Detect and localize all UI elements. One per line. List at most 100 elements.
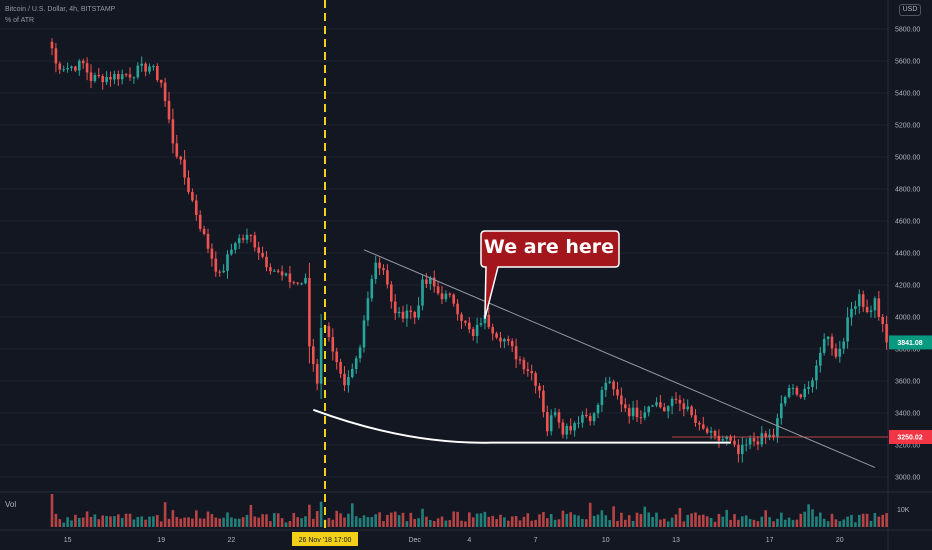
volume-bar xyxy=(210,514,214,527)
candle-body xyxy=(179,156,182,160)
candle-body xyxy=(452,294,455,304)
y-tick-label: 3000.00 xyxy=(895,475,920,482)
candle-body xyxy=(257,247,260,253)
volume-bar xyxy=(581,519,584,527)
volume-bar xyxy=(405,521,409,527)
candle-body xyxy=(226,254,229,271)
currency-button[interactable]: USD xyxy=(899,4,921,16)
volume-bar xyxy=(429,520,432,527)
axis-badges: 26 Nov '18 17:00 3841.08 3250.02 xyxy=(292,335,932,546)
cursor-date-label: 26 Nov '18 17:00 xyxy=(299,537,352,544)
candle-body xyxy=(725,436,728,440)
indicator-label[interactable]: % of ATR xyxy=(5,17,35,24)
candle-body xyxy=(741,444,744,455)
candle-body xyxy=(300,283,303,285)
candle-body xyxy=(780,403,783,419)
candle-body xyxy=(534,373,537,386)
candle-body xyxy=(58,63,62,70)
volume-bar xyxy=(187,517,190,527)
candle-body xyxy=(865,306,869,313)
candle-body xyxy=(799,394,803,398)
candle-body xyxy=(421,279,424,306)
volume-bar xyxy=(261,514,264,527)
candle-body xyxy=(604,382,608,391)
volume-bar xyxy=(202,518,206,527)
candle-body xyxy=(358,347,362,359)
volume-bar xyxy=(245,514,249,527)
volume-bar xyxy=(737,519,740,527)
candle-body xyxy=(417,305,420,318)
volume-bar xyxy=(783,519,787,527)
volume-bar xyxy=(401,512,405,527)
candle-body xyxy=(187,177,190,192)
candle-body xyxy=(128,74,132,78)
candle-body xyxy=(362,320,366,348)
volume-bar xyxy=(347,513,350,527)
candle-body xyxy=(803,388,806,398)
candle-body xyxy=(682,403,686,410)
candle-body xyxy=(214,258,218,272)
volume-bar xyxy=(600,510,604,527)
candle-body xyxy=(717,435,721,441)
candle-body xyxy=(756,441,760,445)
candle-body xyxy=(241,238,245,240)
y-tick-label: 5600.00 xyxy=(895,59,920,66)
volume-bar xyxy=(815,516,818,527)
volume-bar xyxy=(54,513,58,527)
volume-bar xyxy=(374,514,377,527)
volume-bar xyxy=(234,518,237,527)
volume-bar xyxy=(312,518,315,527)
volume-bar xyxy=(546,518,549,527)
candle-body xyxy=(768,434,771,437)
drawings xyxy=(312,0,888,530)
candle-body xyxy=(663,407,666,412)
volume-bar xyxy=(518,520,522,527)
volume-bar xyxy=(682,521,686,527)
volume-bar xyxy=(514,516,518,527)
symbol-title[interactable]: Bitcoin / U.S. Dollar, 4h, BITSTAMP xyxy=(5,6,116,13)
candle-body xyxy=(507,338,510,342)
volume-bar xyxy=(464,521,467,527)
volume-bar xyxy=(253,516,257,527)
volume-bar xyxy=(386,514,389,527)
x-tick-label: 19 xyxy=(157,537,165,544)
volume-bar xyxy=(183,517,186,527)
volume-bar xyxy=(881,514,884,527)
volume-bar xyxy=(456,511,459,527)
x-tick-label: 7 xyxy=(534,537,538,544)
candle-body xyxy=(159,79,163,83)
volume-bar xyxy=(140,516,143,527)
candle-body xyxy=(456,303,459,315)
volume-bar xyxy=(393,511,397,527)
y-tick-label: 4600.00 xyxy=(895,219,920,226)
volume-bar xyxy=(717,513,721,527)
volume-bar xyxy=(604,515,608,527)
candle-body xyxy=(156,66,159,80)
callout-bubble xyxy=(480,230,620,319)
volume-bar xyxy=(772,521,775,527)
candle-body xyxy=(861,294,865,307)
candle-body xyxy=(261,252,264,257)
candle-body xyxy=(733,440,736,445)
volume-bar xyxy=(877,516,881,527)
candle-body xyxy=(202,228,206,234)
current-price-label: 3841.08 xyxy=(897,340,922,347)
level-label: 3250.02 xyxy=(897,434,922,441)
candle-body xyxy=(460,314,463,321)
x-tick-label: 13 xyxy=(672,537,680,544)
candle-body xyxy=(635,407,639,418)
candle-body xyxy=(304,278,307,284)
volume-bar xyxy=(686,514,689,527)
volume-bar xyxy=(510,516,514,527)
candle-body xyxy=(276,270,280,272)
candle-body xyxy=(612,381,615,390)
volume-bar xyxy=(409,512,413,527)
volume-bar xyxy=(101,515,104,527)
volume-tick-label: 10K xyxy=(897,507,910,514)
candle-body xyxy=(74,66,77,71)
candle-body xyxy=(585,414,588,417)
candle-body xyxy=(721,439,725,441)
candle-body xyxy=(401,311,405,319)
